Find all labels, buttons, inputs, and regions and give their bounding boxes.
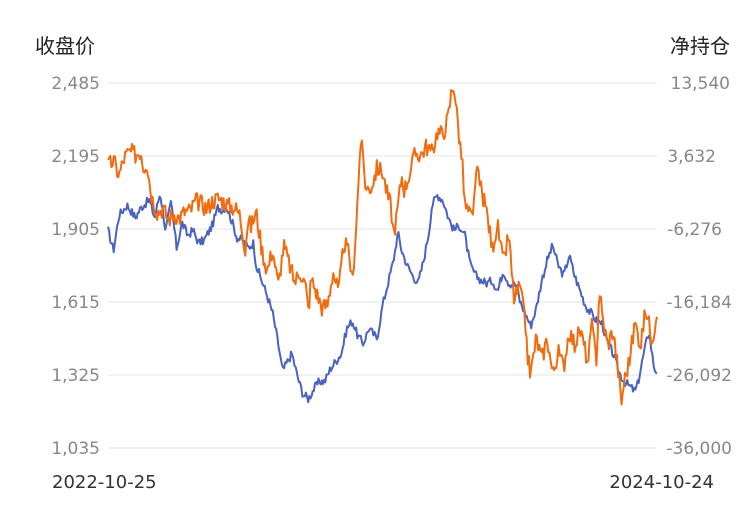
left-tick-6: 1,035 — [51, 439, 100, 459]
series-line-net-position — [107, 89, 658, 406]
right-tick-5: -26,092 — [666, 366, 732, 386]
x-end-date-label: 2024-10-24 — [609, 472, 714, 493]
right-tick-6: -36,000 — [666, 439, 732, 459]
series-layer — [107, 89, 658, 406]
right-tick-1: 13,540 — [671, 74, 730, 94]
right-tick-2: 3,632 — [667, 147, 716, 167]
left-axis-ticks: 2,485 2,195 1,905 1,615 1,325 1,035 — [51, 74, 100, 459]
left-tick-4: 1,615 — [51, 293, 100, 313]
left-tick-3: 1,905 — [51, 220, 100, 240]
left-axis-title: 收盘价 — [35, 34, 95, 58]
x-start-date-label: 2022-10-25 — [52, 472, 157, 493]
right-tick-4: -16,184 — [666, 293, 732, 313]
left-tick-1: 2,485 — [51, 74, 100, 94]
right-tick-3: -6,276 — [667, 220, 722, 240]
grid-lines — [108, 82, 657, 449]
left-tick-5: 1,325 — [51, 366, 100, 386]
left-tick-2: 2,195 — [51, 147, 100, 167]
series-line-close-price — [107, 194, 658, 404]
right-axis-ticks: 13,540 3,632 -6,276 -16,184 -26,092 -36,… — [666, 74, 732, 459]
right-axis-title: 净持仓 — [670, 34, 730, 58]
